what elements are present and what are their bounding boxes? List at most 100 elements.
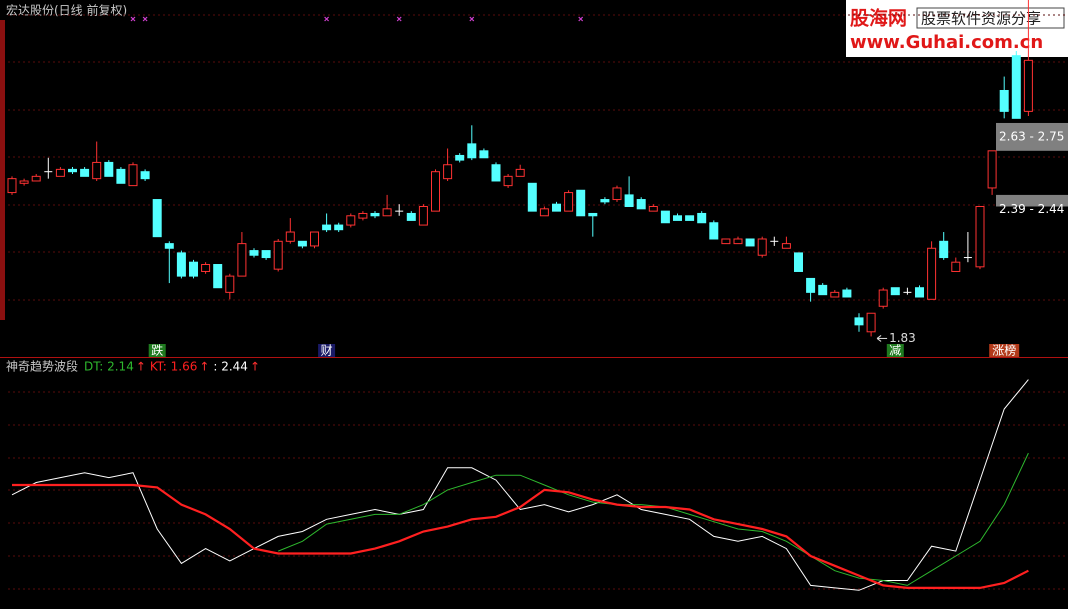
candle-body [189,261,198,277]
candle-body [818,284,828,296]
indicator-readout: DT: 2.14 ↑ KT: 1.66 ↑: 2.44 ↑ [84,360,260,374]
candle-body [673,215,682,221]
candle-body [564,192,574,212]
candle-body [987,150,997,189]
candle-body [515,168,525,177]
readout-value: DT: 2.14 [84,360,134,374]
candle-body [1011,55,1021,119]
price-title: 宏达股份(日线 前复权) [6,3,127,18]
signal-marker [324,16,330,22]
candle-body [92,161,102,180]
candle-body [249,250,259,256]
event-badge [318,344,336,357]
candle-body [31,175,41,182]
readout-arrow: ↑ [136,360,146,374]
candle-body [830,291,840,298]
range-label: 2.39 - 2.44 [999,202,1064,216]
event-label: 财 [321,344,333,358]
candle-body [431,171,440,212]
candle-body [806,277,816,293]
event-badge [886,344,904,357]
candle-body [697,212,707,224]
candle-body [503,175,513,187]
candle-body [140,171,150,180]
candle-body [213,264,223,289]
candle-body [310,231,319,247]
candle-body [55,168,65,177]
candle-body [709,222,719,240]
candle-body [1023,59,1033,112]
candle-body [612,187,622,201]
candle-body [624,194,634,208]
readout-arrow: ↑ [199,360,209,374]
candle-body [890,287,900,296]
price-range [996,194,1068,207]
candle-body [164,243,174,249]
candle-body [322,224,332,231]
candle-body [939,240,949,259]
candle-body [128,164,138,187]
candle-body [201,264,211,272]
candle-body [733,238,743,245]
event-label: 涨榜 [992,343,1016,358]
candle-body [927,247,937,300]
indicator-line [11,379,1029,591]
candle-body [68,168,77,173]
candle-body [297,240,307,247]
candle-body [866,312,876,333]
candle-body [443,164,453,180]
readout-value: : 2.44 [213,360,248,374]
candle-body [975,206,985,268]
event-label: 减 [889,344,901,358]
candle-body [527,182,537,212]
signal-marker [130,16,136,22]
candle-body [406,212,416,221]
candle-body [576,189,586,217]
event-badge [148,344,166,357]
candle-body [176,252,186,277]
candle-body [104,161,114,177]
candle-body [467,143,477,159]
watermark-frame [916,7,1065,29]
candle-body [273,240,283,270]
indicator-title: 神奇趋势波段 [6,359,78,374]
candle-body [346,215,356,226]
event-badge [989,344,1020,357]
candle-body [999,89,1009,112]
candle-body [951,261,961,272]
candle-body [636,199,646,210]
signal-marker [578,16,584,22]
price-range [996,122,1068,151]
plot-layer: 2.63 - 2.75 2.39 - 2.44 1.83 跌 财 减 涨榜 [7,0,1068,591]
readout-arrow: ↑ [250,360,260,374]
candle-body [261,250,271,259]
low-label: 1.83 [889,331,916,345]
candle-body [7,178,17,194]
candle-body [334,224,344,231]
candle-body [370,212,380,217]
candle-body [854,317,864,326]
candle-body [358,212,368,219]
indicator-line [278,452,1029,586]
watermark-url: www.Guhai.com.cn [850,32,1043,53]
signal-marker [396,16,402,22]
indicator-line [12,483,1029,589]
candle-body [745,238,755,247]
readout-value: KT: 1.66 [150,360,198,374]
candle-body [660,210,670,224]
candle-body [225,275,235,293]
signal-marker [469,16,475,22]
candle-body [878,289,888,307]
candle-body [80,168,90,177]
range-label: 2.63 - 2.75 [999,129,1064,143]
candle-body [721,238,731,245]
candle-body [418,206,428,226]
signal-marker [142,16,148,22]
candle-body [685,215,695,221]
candle-body [915,287,924,298]
candle-body [842,289,852,298]
candle-body [552,203,561,212]
candle-body [116,168,126,184]
